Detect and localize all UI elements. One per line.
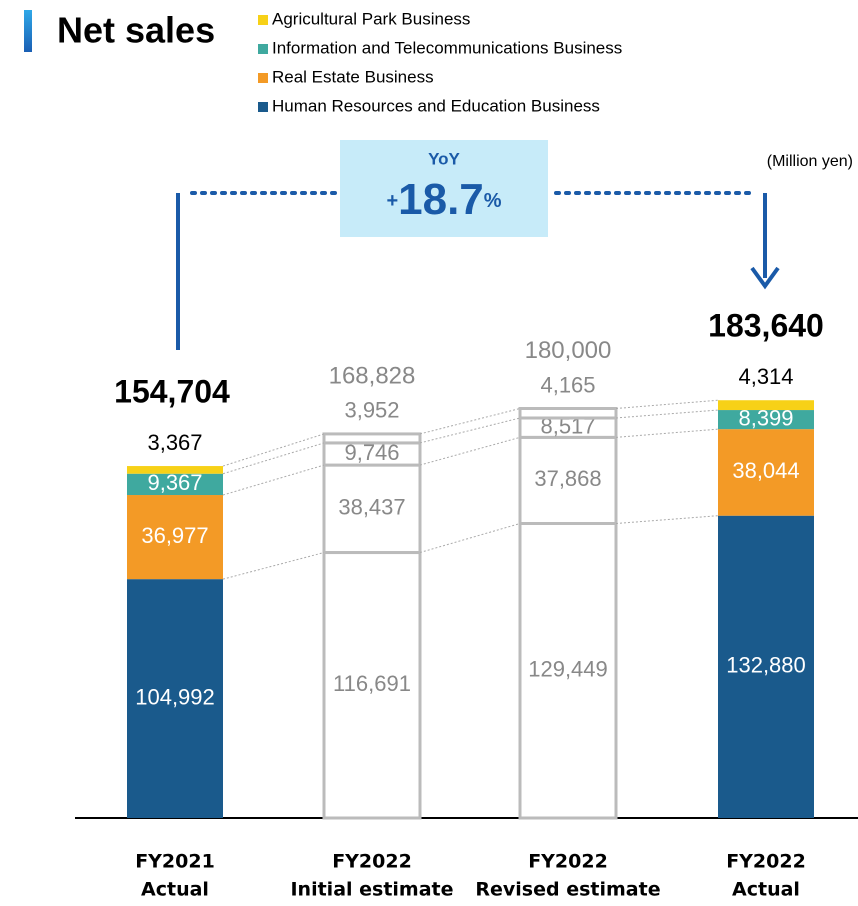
value-label: 116,691: [333, 671, 411, 696]
yoy-arrowhead: [750, 266, 780, 290]
value-label: 9,367: [147, 470, 202, 495]
bar-segment: [322, 551, 422, 820]
connector: [615, 515, 719, 525]
bar-segment: [718, 400, 814, 411]
x-tick-label: FY2022: [726, 851, 806, 873]
bar-segment: [718, 429, 814, 516]
legend-label: Real Estate Business: [272, 67, 434, 86]
total-label: 168,828: [329, 362, 416, 389]
bar-segment: [518, 435, 618, 526]
connector: [222, 552, 325, 580]
value-label: 37,868: [534, 466, 601, 491]
connector: [222, 433, 325, 467]
legend-swatch: [258, 15, 268, 25]
value-label: 104,992: [135, 684, 215, 709]
bar-segment: [718, 410, 814, 430]
yoy-unit: %: [484, 190, 502, 212]
value-label: 4,314: [738, 364, 793, 389]
connector: [615, 409, 719, 419]
bar-segment: [127, 473, 223, 496]
legend-swatch: [258, 44, 268, 54]
value-label: 3,367: [147, 430, 202, 455]
bar-segment: [518, 407, 618, 420]
connector: [419, 408, 521, 435]
yoy-label: YoY: [428, 149, 460, 168]
legend-swatch: [258, 102, 268, 112]
value-label: 132,880: [726, 653, 806, 678]
total-label: 180,000: [525, 337, 612, 364]
bar-segment: [518, 522, 618, 820]
connector: [222, 464, 325, 496]
x-tick-label: FY2021: [135, 851, 215, 873]
title-accent: [24, 10, 32, 52]
bar-segment: [127, 466, 223, 474]
total-label: 183,640: [708, 308, 824, 344]
x-tick-label: Initial estimate: [290, 879, 453, 901]
connector: [419, 523, 521, 554]
bar-segment: [322, 432, 422, 445]
legend-label: Agricultural Park Business: [272, 9, 470, 28]
connector: [222, 442, 325, 475]
legend-label: Information and Telecommunications Busin…: [272, 38, 622, 57]
connector: [419, 417, 521, 444]
x-tick-label: FY2022: [332, 851, 412, 873]
bar-segment: [718, 515, 814, 818]
x-tick-label: Actual: [141, 879, 209, 901]
value-label: 3,952: [344, 398, 399, 423]
yoy-box: [340, 140, 548, 237]
legend-label: Human Resources and Education Business: [272, 96, 600, 115]
x-tick-label: Revised estimate: [475, 879, 660, 901]
connector: [615, 399, 719, 410]
connector: [419, 436, 521, 466]
yoy-sign: +: [386, 190, 398, 212]
yoy-value: +18.7%: [386, 175, 501, 224]
connector: [615, 428, 719, 438]
total-label: 154,704: [114, 374, 230, 410]
yoy-number: 18.7: [398, 175, 484, 224]
value-label: 36,977: [141, 523, 208, 548]
value-label: 38,437: [338, 495, 405, 520]
unit-label: (Million yen): [767, 153, 853, 170]
legend-swatch: [258, 73, 268, 83]
bar-segment: [127, 579, 223, 818]
value-label: 129,449: [528, 657, 608, 682]
value-label: 38,044: [732, 458, 799, 483]
x-tick-label: FY2022: [528, 851, 608, 873]
chart-title: Net sales: [57, 10, 215, 51]
x-tick-label: Actual: [732, 879, 800, 901]
value-label: 4,165: [540, 372, 595, 397]
bar-segment: [127, 495, 223, 580]
